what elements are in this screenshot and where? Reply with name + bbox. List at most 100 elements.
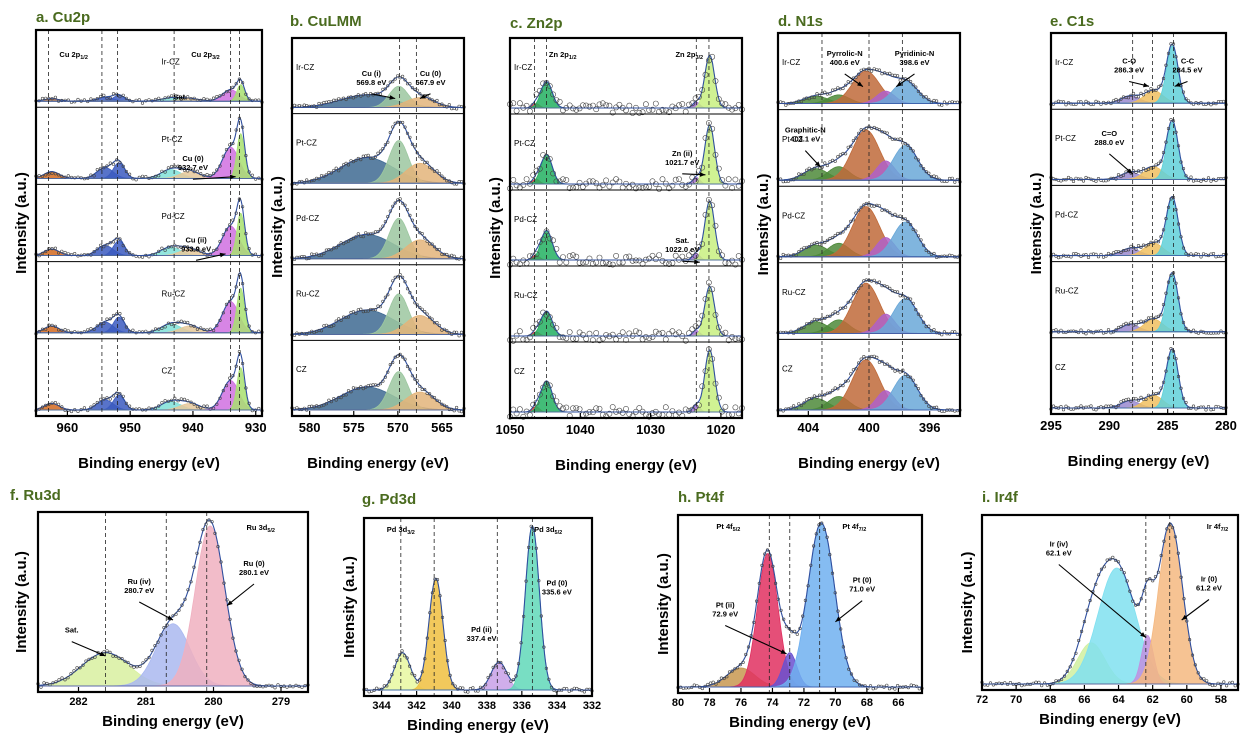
raw-point bbox=[423, 657, 427, 661]
raw-point bbox=[725, 675, 729, 679]
raw-point bbox=[170, 398, 174, 402]
raw-point bbox=[550, 170, 556, 177]
raw-point bbox=[381, 224, 385, 228]
x-tick-label: 396 bbox=[919, 420, 941, 435]
raw-point bbox=[69, 672, 73, 676]
raw-point bbox=[208, 173, 212, 178]
raw-point bbox=[815, 395, 819, 399]
raw-point bbox=[652, 256, 659, 263]
raw-point bbox=[418, 678, 422, 682]
raw-point bbox=[344, 161, 348, 165]
raw-point bbox=[425, 312, 429, 316]
peak-annotation: Sat. bbox=[65, 626, 79, 635]
raw-point bbox=[864, 201, 869, 206]
raw-point bbox=[662, 404, 669, 411]
raw-point bbox=[917, 687, 921, 691]
raw-point bbox=[838, 153, 843, 157]
raw-point bbox=[111, 313, 116, 318]
raw-point bbox=[1176, 374, 1181, 379]
raw-point bbox=[596, 405, 603, 412]
raw-point bbox=[823, 316, 827, 321]
raw-point bbox=[401, 355, 405, 359]
raw-point bbox=[189, 580, 193, 584]
y-axis-label: Intensity (a.u.) bbox=[13, 551, 30, 653]
raw-point bbox=[919, 164, 923, 168]
raw-point bbox=[593, 106, 600, 113]
raw-point bbox=[712, 311, 719, 318]
raw-point bbox=[947, 332, 952, 336]
raw-point bbox=[1091, 178, 1096, 182]
raw-point bbox=[927, 250, 931, 254]
raw-point bbox=[76, 330, 80, 334]
raw-point bbox=[160, 169, 164, 173]
raw-point bbox=[447, 179, 451, 183]
raw-point bbox=[553, 398, 560, 404]
raw-point bbox=[189, 400, 193, 404]
raw-point bbox=[692, 95, 699, 102]
raw-point bbox=[932, 251, 936, 256]
raw-point bbox=[221, 311, 225, 315]
raw-point bbox=[1005, 682, 1010, 687]
raw-point bbox=[383, 87, 388, 91]
raw-point bbox=[513, 182, 520, 189]
raw-point bbox=[171, 614, 175, 618]
raw-point bbox=[1184, 174, 1188, 178]
raw-point bbox=[547, 677, 551, 681]
raw-point bbox=[703, 684, 707, 688]
raw-point bbox=[51, 681, 55, 685]
raw-point bbox=[1134, 397, 1138, 401]
raw-point bbox=[205, 173, 209, 177]
raw-point bbox=[852, 678, 856, 682]
sample-label: Ir-CZ bbox=[1055, 58, 1073, 67]
raw-point bbox=[573, 335, 580, 342]
raw-point bbox=[147, 406, 151, 410]
annotation-arrow bbox=[1058, 564, 1147, 638]
raw-point bbox=[1119, 400, 1123, 404]
raw-point bbox=[199, 249, 203, 253]
raw-point bbox=[676, 329, 682, 336]
raw-point bbox=[857, 683, 862, 687]
raw-point bbox=[1162, 539, 1166, 543]
raw-point bbox=[953, 330, 957, 334]
raw-point bbox=[798, 626, 802, 631]
raw-point bbox=[202, 327, 206, 332]
raw-point bbox=[364, 231, 368, 235]
raw-point bbox=[702, 135, 709, 141]
raw-point bbox=[706, 682, 710, 687]
raw-point bbox=[583, 335, 590, 342]
raw-point bbox=[102, 166, 106, 170]
raw-point bbox=[186, 95, 190, 99]
raw-point bbox=[656, 185, 662, 192]
raw-point bbox=[401, 74, 405, 78]
raw-point bbox=[593, 259, 600, 266]
raw-point bbox=[66, 676, 70, 680]
sample-label: Pt-CZ bbox=[162, 135, 183, 144]
raw-point bbox=[102, 93, 106, 97]
raw-point bbox=[54, 680, 58, 684]
raw-point bbox=[380, 687, 384, 691]
peak-annotation: Graphitic-N bbox=[785, 126, 826, 135]
raw-point bbox=[1164, 140, 1168, 144]
raw-point bbox=[633, 185, 639, 192]
raw-point bbox=[709, 53, 716, 60]
raw-point bbox=[157, 96, 161, 100]
raw-point bbox=[1129, 399, 1133, 403]
raw-point bbox=[722, 676, 726, 681]
raw-point bbox=[456, 687, 460, 691]
raw-point bbox=[823, 393, 827, 397]
raw-point bbox=[92, 327, 96, 332]
plot-frame bbox=[36, 510, 310, 694]
raw-point bbox=[90, 656, 94, 660]
x-tick-label: 62 bbox=[1147, 694, 1159, 706]
raw-point bbox=[450, 407, 454, 412]
raw-point bbox=[60, 249, 64, 253]
raw-point bbox=[250, 409, 254, 413]
raw-point bbox=[134, 407, 138, 411]
raw-point bbox=[231, 374, 235, 378]
raw-point bbox=[1190, 653, 1195, 657]
raw-point bbox=[163, 96, 167, 100]
raw-point bbox=[702, 368, 709, 374]
raw-point bbox=[888, 71, 892, 75]
raw-point bbox=[334, 319, 338, 323]
raw-point bbox=[895, 368, 900, 372]
